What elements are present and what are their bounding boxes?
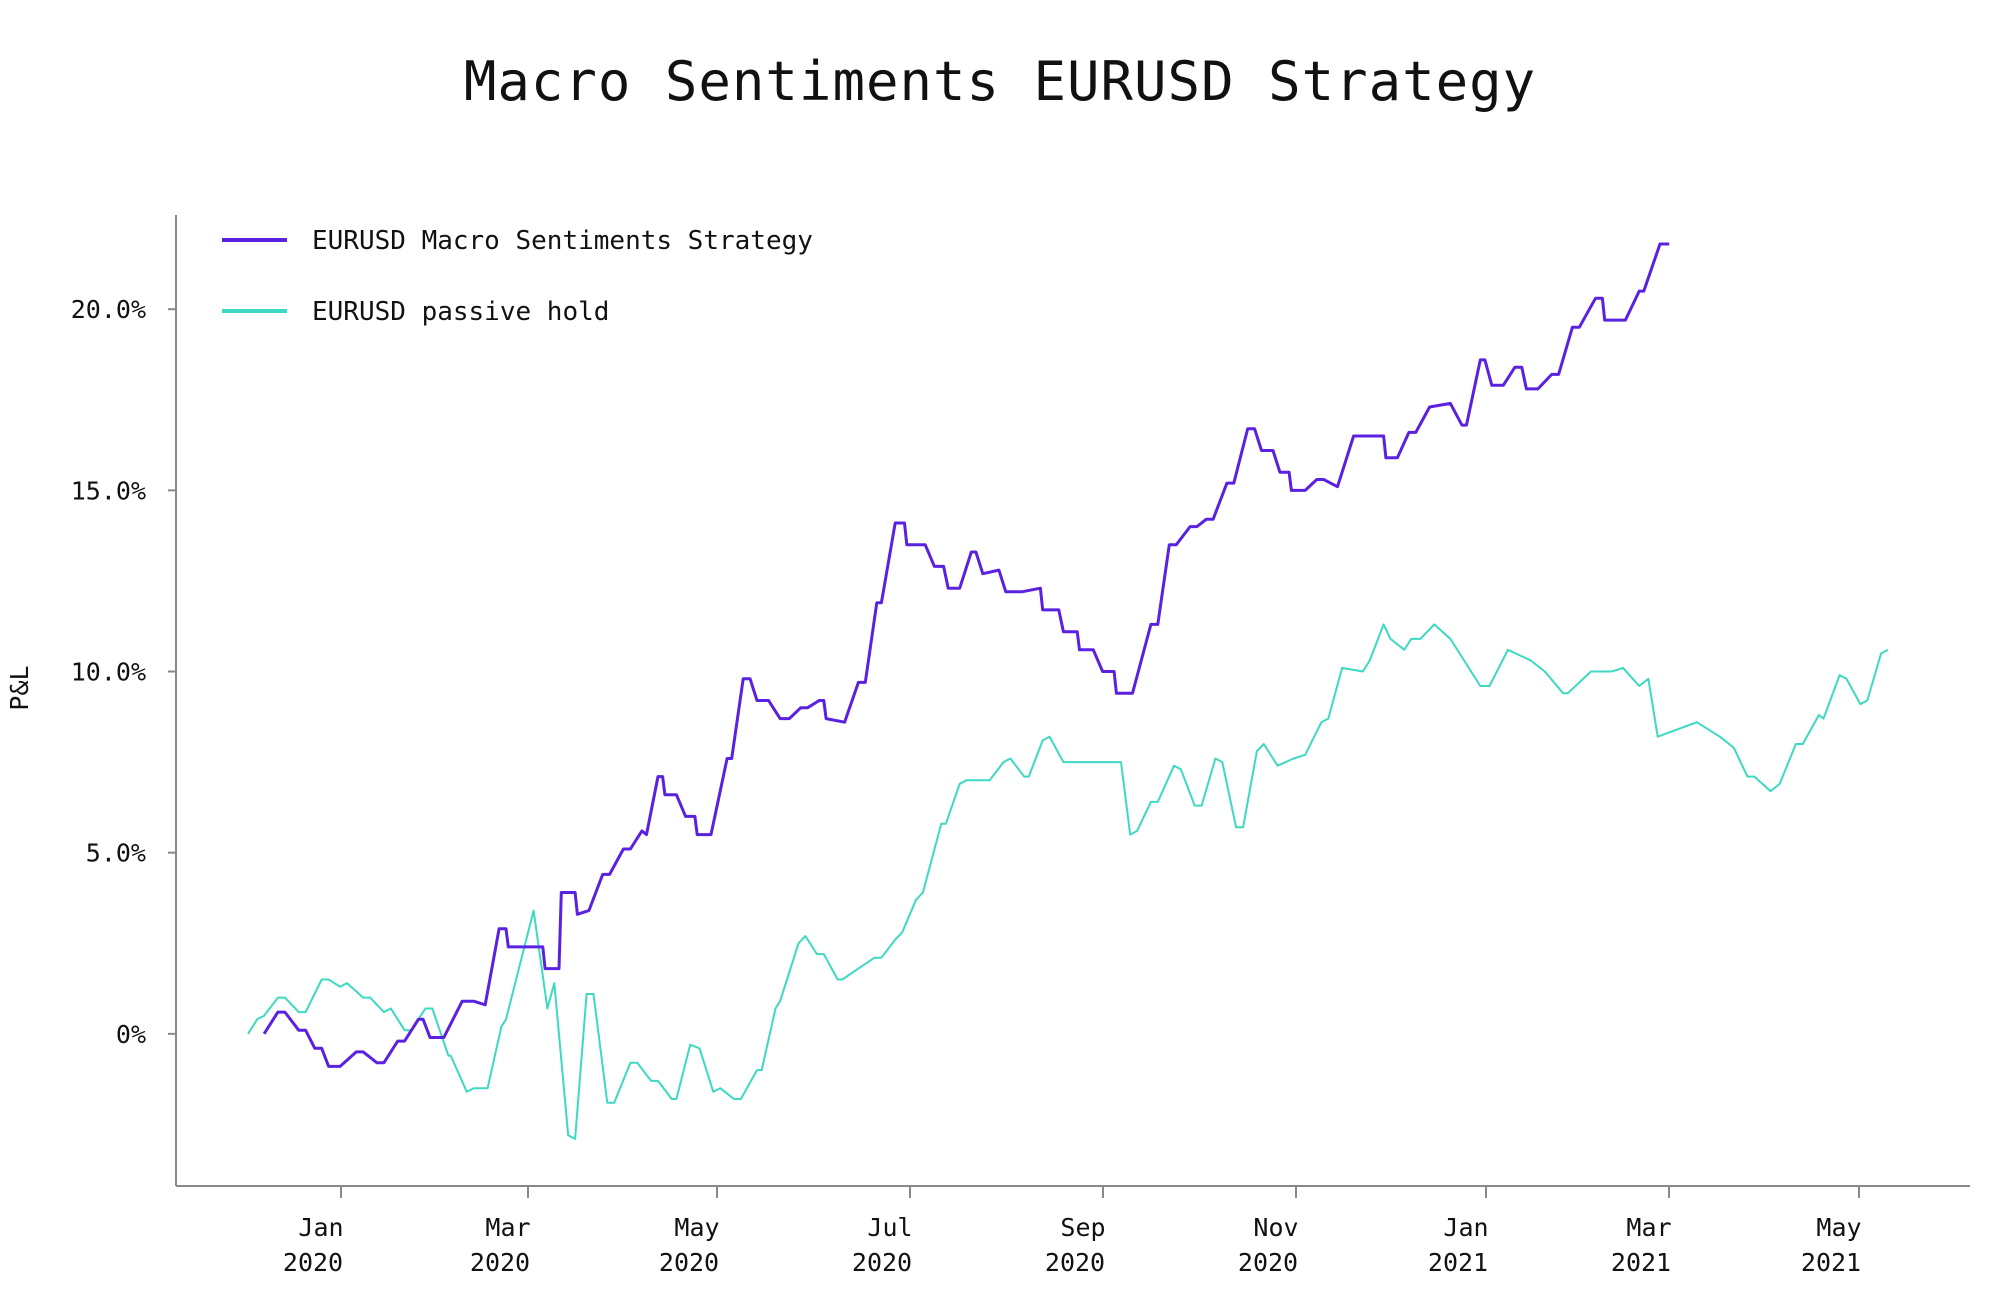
- legend-label: EURUSD Macro Sentiments Strategy: [312, 226, 813, 256]
- axes: [175, 215, 1970, 1187]
- x-tick-label-year: 2020: [283, 1248, 343, 1277]
- x-tick-label-year: 2020: [1238, 1248, 1298, 1277]
- chart-title: Macro Sentiments EURUSD Strategy: [463, 50, 1537, 113]
- x-tick-label-year: 2020: [470, 1248, 530, 1277]
- y-tick-label: 20.0%: [71, 295, 146, 324]
- y-tick-label: 5.0%: [86, 839, 146, 868]
- x-tick-label-month: May: [674, 1213, 719, 1242]
- x-tick-label-year: 2021: [1611, 1248, 1671, 1277]
- x-tick-label-month: Jan: [1443, 1213, 1488, 1242]
- y-tick-label: 15.0%: [71, 476, 146, 505]
- x-tick-label-month: Jan: [298, 1213, 343, 1242]
- series-line: [262, 242, 1670, 1068]
- y-axis-label: P&L: [5, 665, 34, 710]
- y-tick-label: 10.0%: [71, 658, 146, 687]
- x-axis-ticks: Jan 2020 Mar 2020 May 2020 Jul 2020 Sep 2020 Nov 20…: [283, 1186, 1862, 1277]
- x-tick-label-month: Jul: [867, 1213, 912, 1242]
- x-tick-label-month: Nov: [1253, 1213, 1298, 1242]
- x-tick-label-month: May: [1816, 1213, 1861, 1242]
- series-line: [247, 623, 1889, 1140]
- x-tick-label-month: Mar: [485, 1213, 530, 1242]
- y-axis-ticks: 0% 5.0% 10.0% 15.0% 20.0%: [71, 295, 176, 1049]
- x-tick-label-month: Mar: [1626, 1213, 1671, 1242]
- x-tick-label-year: 2020: [659, 1248, 719, 1277]
- legend: EURUSD Macro Sentiments Strategy EURUSD p…: [222, 226, 813, 327]
- x-tick-label-year: 2021: [1801, 1248, 1861, 1277]
- y-tick-label: 0%: [116, 1020, 146, 1049]
- x-tick-label-year: 2021: [1428, 1248, 1488, 1277]
- x-tick-label-month: Sep: [1060, 1213, 1105, 1242]
- legend-label: EURUSD passive hold: [312, 297, 609, 327]
- x-tick-label-year: 2020: [852, 1248, 912, 1277]
- series-layer: [247, 242, 1889, 1140]
- x-tick-label-year: 2020: [1045, 1248, 1105, 1277]
